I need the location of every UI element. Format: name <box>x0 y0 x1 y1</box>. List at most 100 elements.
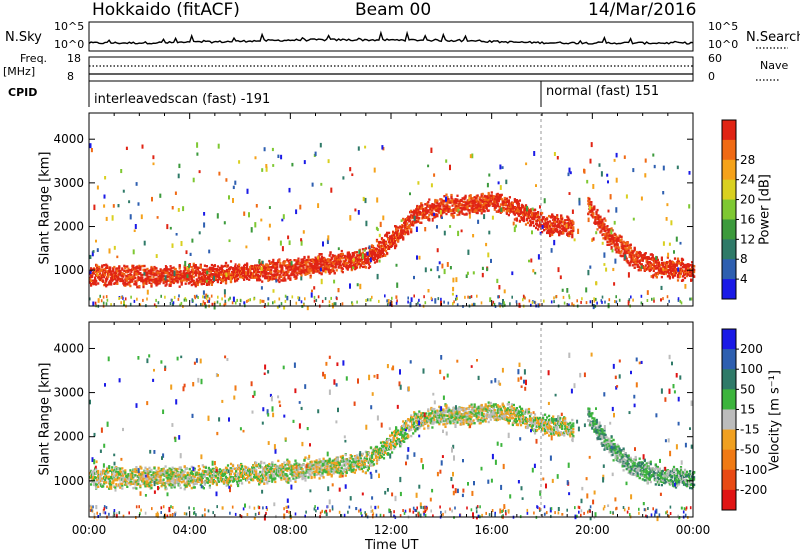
echo-pixel <box>662 191 665 195</box>
echo-pixel <box>281 268 284 272</box>
echo-pixel <box>205 265 208 268</box>
echo-pixel <box>175 233 178 236</box>
nave-label: Nave <box>760 59 789 72</box>
echo-pixel <box>598 224 601 227</box>
echo-pixel <box>378 240 382 244</box>
echo-pixel <box>675 264 679 267</box>
echo-pixel <box>243 278 246 281</box>
echo-pixel <box>513 198 516 201</box>
echo-pixel <box>192 279 195 283</box>
echo-pixel <box>527 214 531 217</box>
echo-pixel <box>452 208 455 211</box>
echo-pixel <box>614 245 617 249</box>
echo-pixel <box>149 275 152 278</box>
echo-pixel <box>171 276 174 279</box>
echo-pixel <box>213 275 215 282</box>
echo-pixel <box>662 241 665 246</box>
echo-pixel <box>595 231 598 235</box>
echo-pixel <box>567 223 570 227</box>
echo-pixel <box>177 208 180 212</box>
echo-pixel <box>511 204 514 207</box>
echo-pixel <box>289 259 292 262</box>
echo-pixel <box>533 151 536 156</box>
echo-pixel <box>485 204 488 207</box>
echo-pixel <box>668 263 671 266</box>
echo-pixel <box>571 219 574 223</box>
echo-pixel <box>234 263 237 269</box>
colorbar-segment <box>722 139 736 161</box>
echo-pixel <box>202 282 205 285</box>
echo-pixel <box>373 261 377 264</box>
echo-pixel <box>516 200 519 203</box>
echo-pixel <box>326 261 329 264</box>
echo-pixel <box>148 271 151 274</box>
echo-pixel <box>229 260 233 263</box>
echo-pixel <box>397 239 400 242</box>
echo-pixel <box>203 212 206 216</box>
echo-pixel <box>192 270 195 273</box>
echo-pixel <box>187 274 190 278</box>
echo-pixel <box>407 232 410 235</box>
echo-pixel <box>497 181 500 185</box>
echo-pixel <box>137 276 140 279</box>
echo-pixel <box>627 302 630 306</box>
echo-pixel <box>580 300 582 304</box>
echo-pixel <box>504 303 506 307</box>
echo-pixel <box>452 277 455 283</box>
echo-pixel <box>302 269 305 273</box>
echo-pixel <box>463 197 466 201</box>
echo-pixel <box>374 255 378 258</box>
echo-pixel <box>384 244 387 248</box>
echo-pixel <box>203 275 206 278</box>
x-axis-label: Time UT <box>365 538 419 553</box>
echo-pixel <box>532 269 535 273</box>
echo-pixel <box>647 256 650 259</box>
echo-pixel <box>688 265 691 268</box>
echo-pixel <box>491 215 494 220</box>
echo-pixel <box>339 260 342 263</box>
echo-pixel <box>95 239 97 243</box>
echo-pixel <box>211 280 214 284</box>
echo-pixel <box>97 282 100 285</box>
echo-pixel <box>276 305 279 309</box>
echo-pixel <box>548 227 551 230</box>
echo-pixel <box>287 277 290 280</box>
echo-pixel <box>397 226 400 229</box>
echo-pixel <box>615 251 618 254</box>
echo-pixel <box>207 270 210 273</box>
echo-pixel <box>341 302 344 306</box>
echo-pixel <box>255 274 258 277</box>
echo-pixel <box>564 219 567 222</box>
echo-pixel <box>601 218 604 221</box>
echo-pixel <box>663 270 666 273</box>
echo-pixel <box>243 301 246 305</box>
echo-pixel <box>545 227 548 230</box>
echo-pixel <box>302 230 305 234</box>
echo-pixel <box>182 206 185 212</box>
echo-pixel <box>103 264 106 267</box>
echo-pixel <box>665 268 668 271</box>
echo-pixel <box>526 221 530 224</box>
freq-label: Freq. <box>20 52 48 65</box>
echo-pixel <box>158 282 161 285</box>
echo-pixel <box>645 259 648 262</box>
echo-pixel <box>430 268 433 272</box>
echo-pixel <box>283 305 286 310</box>
echo-pixel <box>363 257 366 260</box>
echo-pixel <box>612 267 615 272</box>
echo-pixel <box>536 220 539 223</box>
echo-pixel <box>379 221 382 228</box>
echo-pixel <box>529 220 532 224</box>
echo-pixel <box>665 261 668 264</box>
echo-pixel <box>135 281 138 285</box>
echo-pixel <box>371 295 373 299</box>
echo-pixel <box>484 198 487 201</box>
echo-pixel <box>688 263 691 266</box>
echo-pixel <box>122 296 124 300</box>
echo-pixel <box>589 300 592 304</box>
echo-pixel <box>679 271 683 274</box>
echo-pixel <box>261 271 264 274</box>
echo-pixel <box>243 268 246 272</box>
echo-pixel <box>617 248 620 252</box>
echo-pixel <box>517 202 520 205</box>
